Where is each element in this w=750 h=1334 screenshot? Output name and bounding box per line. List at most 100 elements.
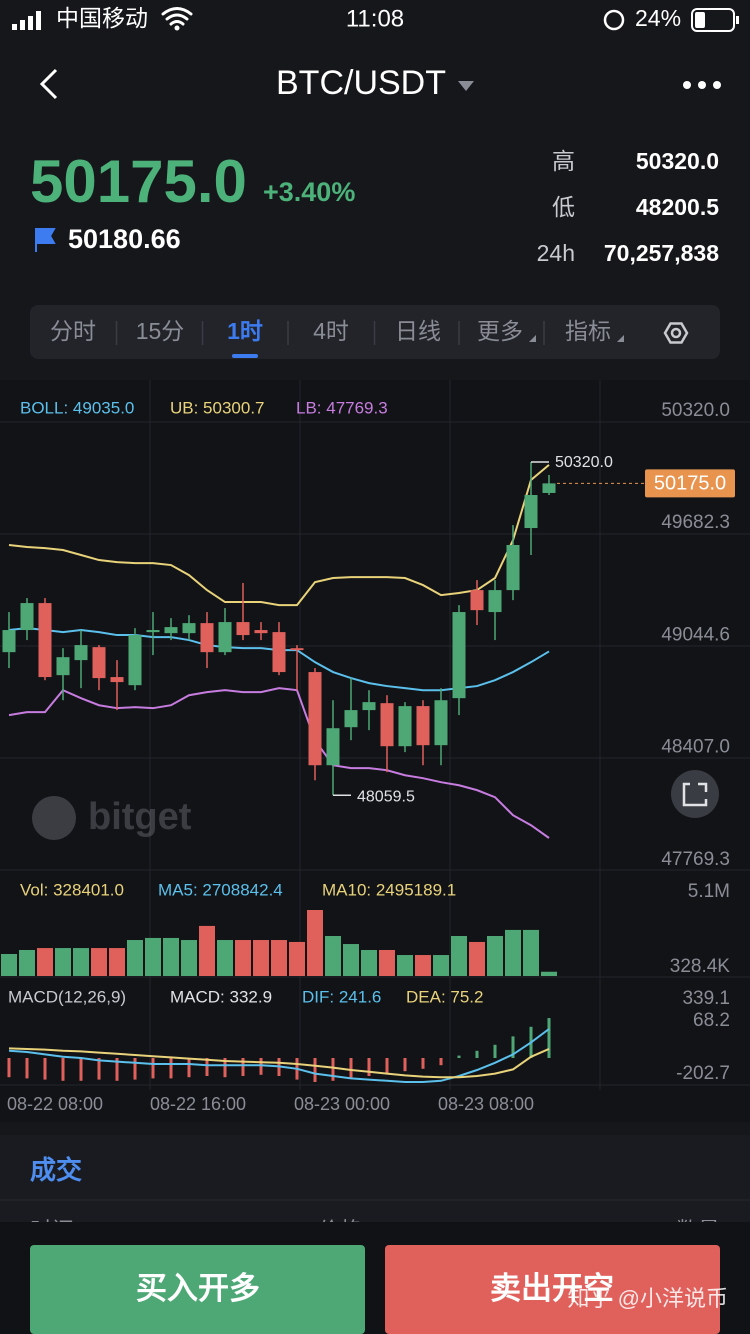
volume-bar <box>73 948 89 976</box>
volume-bar <box>55 948 71 976</box>
tab[interactable]: 分时 <box>50 318 96 344</box>
buy-button[interactable] <box>30 1245 365 1334</box>
indicator-line <box>8 687 550 839</box>
settings-button[interactable] <box>663 322 689 344</box>
rotation-lock-icon <box>603 9 625 31</box>
volume-axis-label: 5.1M <box>688 881 730 902</box>
sell-button[interactable] <box>385 1245 720 1334</box>
index-price: 50180.66 <box>68 224 181 254</box>
fullscreen-icon <box>682 782 708 807</box>
signal-bar <box>20 20 25 30</box>
candle-body <box>470 590 484 611</box>
axis-label: 49682.3 <box>661 512 730 533</box>
watermark-logo <box>32 796 76 840</box>
candle-body <box>38 603 52 678</box>
macd-legend: MACD(12,26,9) <box>8 987 126 1006</box>
signal-bar <box>36 11 41 30</box>
wifi-dot <box>174 25 180 31</box>
candle-body <box>92 647 106 679</box>
signal-bar <box>12 24 17 30</box>
watermark-text: bitget <box>88 796 192 838</box>
low-label: 低 <box>552 194 575 220</box>
tab-caret <box>617 335 624 342</box>
volume-bar <box>379 949 395 976</box>
price-tag: 50175.0 <box>654 473 726 495</box>
tab[interactable]: 指标 <box>565 318 611 344</box>
time-label: 08-22 16:00 <box>150 1094 246 1114</box>
macd-axis-label: 339.1 <box>682 988 730 1009</box>
tab-caret <box>529 335 536 342</box>
pair-dropdown[interactable] <box>458 81 474 91</box>
candle-body <box>524 495 538 529</box>
price-tag-bg <box>645 469 735 498</box>
index-flag <box>35 228 56 252</box>
volume-axis-label: 328.4K <box>670 956 731 977</box>
candle-body <box>236 622 250 636</box>
volume-bar <box>433 955 449 976</box>
volume-bar <box>325 936 341 976</box>
axis-label: 49044.6 <box>661 624 730 645</box>
time-label: 08-23 00:00 <box>294 1094 390 1114</box>
volume-bar <box>217 940 233 976</box>
volume-bar <box>235 940 251 976</box>
candle-body <box>326 728 340 766</box>
last-price: 50175.0 <box>30 148 247 215</box>
volume-legend: MA5: 2708842.4 <box>158 880 283 899</box>
bitget-watermark: bitget <box>32 796 192 840</box>
volume-bar <box>19 949 35 976</box>
volume-bar <box>109 948 125 976</box>
tab[interactable]: 1时 <box>227 318 263 344</box>
status-bar: 中国移动 11:08 24% <box>12 5 739 32</box>
trades-title[interactable]: 成交 <box>30 1155 82 1185</box>
tab[interactable]: 4时 <box>313 318 349 344</box>
axis-label: 47769.3 <box>661 849 730 870</box>
price-change: +3.40% <box>263 177 355 207</box>
indicator-line <box>8 1028 550 1083</box>
indicator-line <box>8 1047 550 1079</box>
legend-item: LB: 47769.3 <box>296 398 388 417</box>
tab-indicator <box>232 354 258 358</box>
time-label: 08-22 08:00 <box>7 1094 103 1114</box>
candle-body <box>182 623 196 634</box>
candle-body <box>128 635 142 686</box>
volume-bar <box>181 940 197 976</box>
volume-bar <box>271 940 287 976</box>
candle-body <box>434 700 448 746</box>
volume-bar <box>397 955 413 976</box>
volume-bar <box>505 929 521 976</box>
candle-body <box>506 544 520 591</box>
fullscreen-button[interactable] <box>671 770 719 818</box>
tab[interactable]: 更多 <box>477 318 523 344</box>
candle-body <box>74 645 88 661</box>
back-button[interactable] <box>39 68 58 100</box>
volume-bar <box>361 949 377 976</box>
zhihu-watermark: 知乎 @小洋说币 <box>568 1286 728 1311</box>
tab[interactable]: 15分 <box>136 318 185 344</box>
low-value: 48200.5 <box>636 194 719 220</box>
candle-body <box>380 703 394 747</box>
volume-legend: Vol: 328401.0 <box>20 880 124 899</box>
macd-legend: DIF: 241.6 <box>302 987 381 1006</box>
candle-body <box>416 706 430 746</box>
battery-icon <box>691 8 735 32</box>
volume-bar <box>451 936 467 976</box>
volume-value: 70,257,838 <box>604 240 719 266</box>
volume-legend: MA10: 2495189.1 <box>322 880 456 899</box>
clock: 11:08 <box>346 5 404 32</box>
volume-bar <box>343 944 359 976</box>
tabs: 分时 15分 1时 4时 日线 更多 指标 <box>50 318 624 358</box>
more-button[interactable] <box>683 81 721 89</box>
high-value: 50320.0 <box>636 148 719 174</box>
volume-bar <box>145 937 161 976</box>
tab[interactable]: 日线 <box>395 318 441 344</box>
low-annotation: 48059.5 <box>357 788 415 805</box>
plot: 50320.0 48059.5 50175.0 Vol: 328401.0 MA5: 2… <box>1 454 735 1114</box>
candle-body <box>542 483 556 493</box>
pair-title[interactable]: BTC/USDT <box>276 64 446 102</box>
candle-body <box>164 627 178 634</box>
boll-legend: BOLL: 49035.0 UB: 50300.7 LB: 47769.3 <box>20 398 388 417</box>
high-annotation: 50320.0 <box>555 454 613 471</box>
candle-body <box>398 706 412 747</box>
volume-bar <box>289 941 305 976</box>
